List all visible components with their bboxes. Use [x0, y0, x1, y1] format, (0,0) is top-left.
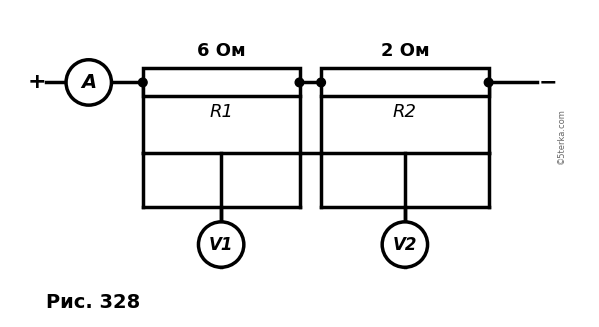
Text: A: A: [81, 73, 96, 92]
Text: R1: R1: [209, 103, 233, 121]
Bar: [321, 68, 489, 96]
Text: +: +: [28, 73, 47, 93]
Circle shape: [66, 60, 111, 105]
Text: 6 Ом: 6 Ом: [197, 42, 246, 60]
Text: V2: V2: [392, 235, 417, 253]
Circle shape: [295, 78, 304, 87]
Text: Рис. 328: Рис. 328: [46, 293, 140, 312]
Bar: [143, 68, 300, 96]
Circle shape: [198, 222, 244, 267]
Circle shape: [317, 78, 325, 87]
Text: −: −: [539, 73, 558, 93]
Text: ©5terka.com: ©5terka.com: [557, 109, 566, 164]
Text: R2: R2: [393, 103, 417, 121]
Circle shape: [485, 78, 493, 87]
Circle shape: [138, 78, 147, 87]
Text: 2 Ом: 2 Ом: [380, 42, 429, 60]
Text: V1: V1: [209, 235, 234, 253]
Circle shape: [382, 222, 428, 267]
